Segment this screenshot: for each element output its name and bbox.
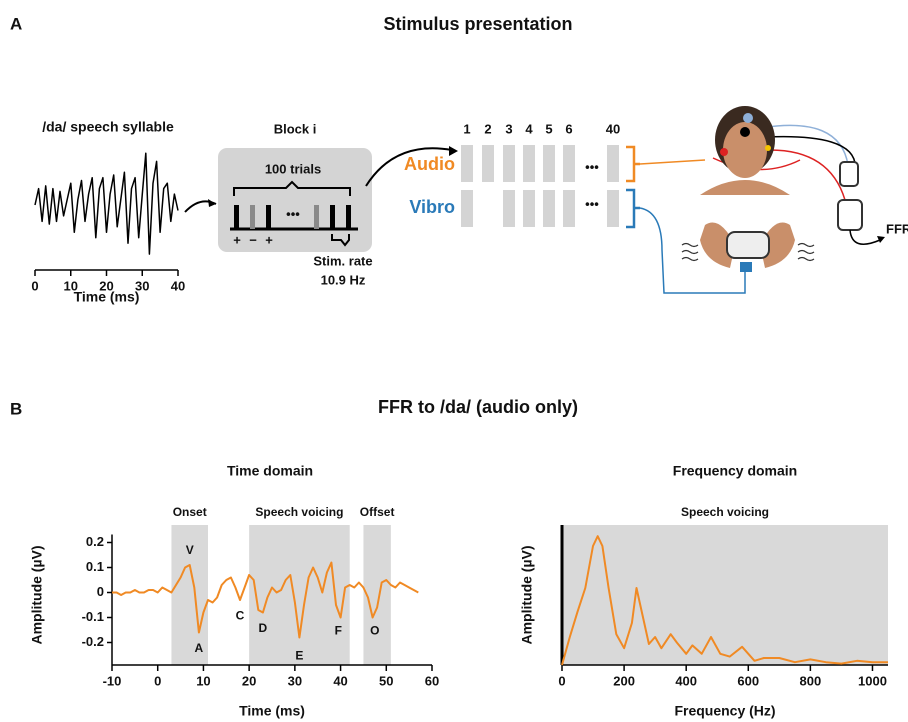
x-tick-label: 20 bbox=[242, 673, 256, 688]
shoulders bbox=[700, 180, 790, 195]
y-tick-label: 0.1 bbox=[86, 559, 104, 574]
panel-letter: A bbox=[10, 14, 22, 33]
electrode bbox=[743, 113, 753, 123]
x-tick-label: 200 bbox=[613, 673, 635, 688]
chart-title: Frequency domain bbox=[673, 463, 797, 479]
x-axis-label: Time (ms) bbox=[74, 289, 140, 305]
ellipsis: ••• bbox=[585, 159, 599, 174]
trial-number: 1 bbox=[463, 121, 470, 136]
x-tick-label: 10 bbox=[196, 673, 210, 688]
trial-number: 2 bbox=[484, 121, 491, 136]
trial-number: 3 bbox=[505, 121, 512, 136]
x-tick-label: 30 bbox=[288, 673, 302, 688]
region bbox=[562, 525, 888, 665]
figure: A Stimulus presentation Block i 100 tria… bbox=[0, 0, 908, 722]
block-title: Block i bbox=[274, 121, 317, 136]
cable bbox=[850, 230, 880, 244]
x-tick-label: 40 bbox=[333, 673, 347, 688]
peak-label: A bbox=[195, 641, 204, 655]
x-tick-label: 0 bbox=[558, 673, 565, 688]
electrode bbox=[720, 148, 728, 156]
peak-label: E bbox=[295, 649, 303, 663]
trial-bar bbox=[250, 205, 255, 229]
x-tick-label: 60 bbox=[425, 673, 439, 688]
x-axis-label: Time (ms) bbox=[239, 703, 305, 719]
rate-value: 10.9 Hz bbox=[321, 272, 366, 287]
trial-bar bbox=[346, 205, 351, 229]
panel-title: FFR to /da/ (audio only) bbox=[378, 397, 578, 417]
peak-label: C bbox=[236, 609, 245, 623]
trial-number: 5 bbox=[545, 121, 552, 136]
ellipsis: ••• bbox=[286, 206, 300, 221]
vibro-bracket bbox=[626, 190, 640, 227]
x-tick-label: 800 bbox=[800, 673, 822, 688]
peak-label: V bbox=[186, 543, 194, 557]
data-line bbox=[35, 153, 178, 254]
peak-label: F bbox=[335, 624, 342, 638]
y-axis-label: Amplitude (µV) bbox=[519, 545, 535, 644]
x-axis-label: Frequency (Hz) bbox=[674, 703, 775, 719]
chart-title: Time domain bbox=[227, 463, 313, 479]
y-tick-label: -0.2 bbox=[82, 634, 104, 649]
x-tick-label: 0 bbox=[31, 278, 38, 293]
trial-number: 40 bbox=[606, 121, 620, 136]
x-tick-label: 0 bbox=[154, 673, 161, 688]
device bbox=[838, 200, 862, 230]
region-label: Speech voicing bbox=[255, 505, 343, 519]
x-tick-label: 1000 bbox=[858, 673, 887, 688]
electrode bbox=[765, 145, 771, 151]
trial-number: 6 bbox=[565, 121, 572, 136]
region-label: Offset bbox=[360, 505, 395, 519]
vibrator bbox=[727, 232, 769, 258]
y-tick-label: 0.2 bbox=[86, 534, 104, 549]
polarity: + bbox=[265, 232, 273, 247]
y-axis-label: Amplitude (µV) bbox=[29, 545, 45, 644]
x-tick-label: 40 bbox=[171, 278, 185, 293]
x-tick-label: 600 bbox=[737, 673, 759, 688]
connector bbox=[740, 262, 752, 272]
polarity: + bbox=[233, 232, 241, 247]
panel-title: Stimulus presentation bbox=[383, 14, 572, 34]
trial-number: 4 bbox=[525, 121, 533, 136]
peak-label: O bbox=[370, 624, 379, 638]
audio-bracket bbox=[626, 147, 640, 181]
chart-title: /da/ speech syllable bbox=[42, 119, 174, 135]
trial-bar bbox=[330, 205, 335, 229]
polarity: − bbox=[249, 232, 257, 247]
condition-label: Audio bbox=[404, 154, 455, 174]
peak-label: D bbox=[259, 621, 268, 635]
output-label: FFR bbox=[886, 221, 908, 236]
x-tick-label: 50 bbox=[379, 673, 393, 688]
trial-blocks bbox=[461, 145, 619, 227]
x-tick-label: -10 bbox=[103, 673, 122, 688]
rate-label: Stim. rate bbox=[313, 253, 372, 268]
trial-bar bbox=[266, 205, 271, 229]
cable bbox=[640, 160, 705, 164]
panel-letter: B bbox=[10, 399, 22, 418]
x-tick-label: 400 bbox=[675, 673, 697, 688]
electrode bbox=[740, 127, 750, 137]
trial-bar bbox=[234, 205, 239, 229]
trials-label: 100 trials bbox=[265, 161, 321, 176]
arrow-head bbox=[877, 236, 885, 243]
y-tick-label: 0 bbox=[97, 584, 104, 599]
device bbox=[840, 162, 858, 186]
region-label: Speech voicing bbox=[681, 505, 769, 519]
condition-label: Vibro bbox=[409, 197, 455, 217]
trial-bar bbox=[314, 205, 319, 229]
ellipsis: ••• bbox=[585, 196, 599, 211]
y-tick-label: -0.1 bbox=[82, 609, 104, 624]
region-label: Onset bbox=[173, 505, 207, 519]
